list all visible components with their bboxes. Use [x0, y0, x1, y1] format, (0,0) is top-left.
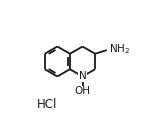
Text: HCl: HCl: [37, 98, 57, 111]
Text: OH: OH: [75, 86, 90, 96]
Text: N: N: [79, 71, 86, 81]
Text: NH$_2$: NH$_2$: [109, 42, 130, 56]
